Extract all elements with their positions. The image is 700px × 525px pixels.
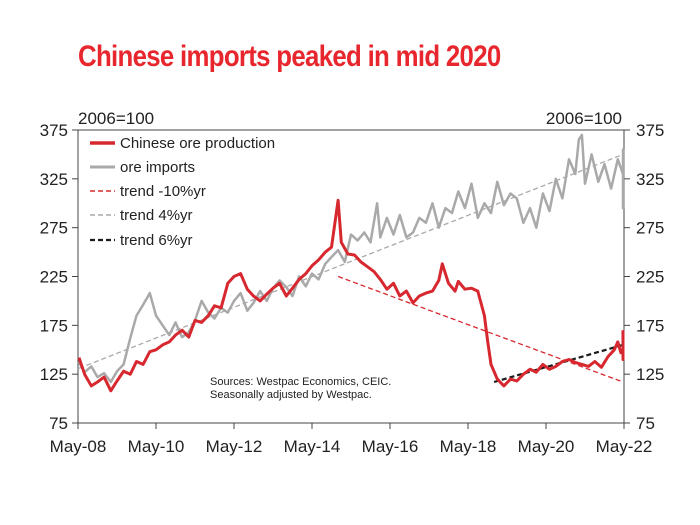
- y-left-tick-label: 275: [40, 219, 68, 238]
- series-lines: [77, 133, 625, 393]
- y-left-tick-label: 375: [40, 121, 68, 140]
- left-unit-label: 2006=100: [78, 109, 154, 128]
- legend-label-imports: ore imports: [120, 159, 195, 176]
- y-left-tick-label: 325: [40, 170, 68, 189]
- legend-label-trend-4: trend 4%yr: [120, 207, 193, 224]
- legend-label-trend-6: trend 6%yr: [120, 232, 193, 249]
- legend-entry-imports[interactable]: ore imports: [90, 159, 195, 176]
- y-right-tick-label: 175: [636, 316, 664, 335]
- source-line-1: Sources: Westpac Economics, CEIC.: [210, 376, 391, 388]
- y-right-tick-label: 125: [636, 365, 664, 384]
- x-tick-label: May-16: [362, 437, 419, 456]
- y-right-tick-label: 275: [636, 219, 664, 238]
- legend-entry-production[interactable]: Chinese ore production: [90, 135, 275, 152]
- x-tick-label: May-22: [596, 437, 653, 456]
- x-tick-label: May-20: [518, 437, 575, 456]
- y-left-tick-label: 225: [40, 268, 68, 287]
- legend: Chinese ore production ore imports trend…: [90, 135, 275, 249]
- legend-entry-trend-6[interactable]: trend 6%yr: [90, 232, 193, 249]
- y-right-tick-label: 375: [636, 121, 664, 140]
- y-axis-right: 375 325 275 225 175 125 75: [624, 121, 664, 433]
- legend-entry-trend-4[interactable]: trend 4%yr: [90, 207, 193, 224]
- y-right-tick-label: 75: [636, 414, 655, 433]
- y-left-tick-label: 125: [40, 365, 68, 384]
- x-tick-label: May-12: [206, 437, 263, 456]
- legend-label-production: Chinese ore production: [120, 135, 275, 152]
- x-axis: May-08 May-10 May-12 May-14 May-16 May-18 May-…: [50, 423, 653, 456]
- x-tick-label: May-10: [128, 437, 185, 456]
- right-unit-label: 2006=100: [546, 109, 622, 128]
- legend-entry-trend-minus10[interactable]: trend -10%yr: [90, 183, 206, 200]
- y-left-tick-label: 175: [40, 316, 68, 335]
- legend-label-trend-minus10: trend -10%yr: [120, 183, 206, 200]
- trend-line-minus10: [337, 275, 624, 383]
- x-tick-label: May-08: [50, 437, 107, 456]
- y-right-tick-label: 225: [636, 268, 664, 287]
- plot-area: [77, 129, 625, 424]
- chart-title: Chinese imports peaked in mid 2020: [78, 40, 501, 73]
- x-tick-label: May-14: [284, 437, 341, 456]
- source-line-2: Seasonally adjusted by Westpac.: [210, 389, 372, 401]
- y-axis-left: 375 325 275 225 175 125 75: [40, 121, 78, 433]
- series-line-production: [77, 198, 625, 393]
- y-right-tick-label: 325: [636, 170, 664, 189]
- x-tick-label: May-18: [440, 437, 497, 456]
- y-left-tick-label: 75: [49, 414, 68, 433]
- series-line-imports: [77, 133, 625, 384]
